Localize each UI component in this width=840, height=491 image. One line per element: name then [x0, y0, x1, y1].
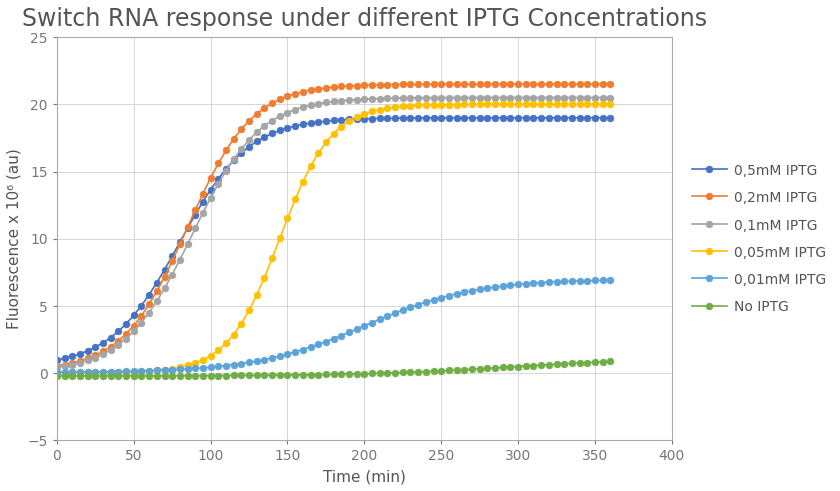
No IPTG — [328, 371, 339, 377]
0,2mM IPTG — [175, 242, 185, 247]
0,1mM IPTG — [528, 95, 538, 101]
No IPTG — [513, 363, 523, 369]
0,01mM IPTG — [528, 280, 538, 286]
No IPTG — [236, 373, 246, 379]
Line: 0,5mM IPTG: 0,5mM IPTG — [54, 114, 614, 363]
0,2mM IPTG — [52, 363, 62, 369]
0,05mM IPTG — [328, 131, 339, 136]
0,1mM IPTG — [175, 257, 185, 263]
0,01mM IPTG — [175, 366, 185, 372]
0,5mM IPTG — [328, 117, 339, 123]
0,1mM IPTG — [236, 146, 246, 152]
0,01mM IPTG — [328, 336, 339, 342]
No IPTG — [52, 373, 62, 379]
Legend: 0,5mM IPTG, 0,2mM IPTG, 0,1mM IPTG, 0,05mM IPTG, 0,01mM IPTG, No IPTG: 0,5mM IPTG, 0,2mM IPTG, 0,1mM IPTG, 0,05… — [685, 156, 832, 322]
0,1mM IPTG — [328, 99, 339, 105]
0,2mM IPTG — [528, 81, 538, 87]
X-axis label: Time (min): Time (min) — [323, 469, 406, 484]
Line: 0,2mM IPTG: 0,2mM IPTG — [54, 81, 614, 369]
0,5mM IPTG — [528, 115, 538, 121]
0,01mM IPTG — [552, 279, 562, 285]
Line: 0,1mM IPTG: 0,1mM IPTG — [54, 94, 614, 371]
0,05mM IPTG — [175, 364, 185, 370]
0,1mM IPTG — [552, 95, 562, 101]
0,5mM IPTG — [606, 115, 616, 121]
0,05mM IPTG — [513, 101, 523, 107]
0,5mM IPTG — [175, 239, 185, 245]
0,5mM IPTG — [52, 357, 62, 363]
0,2mM IPTG — [513, 81, 523, 87]
Line: 0,01mM IPTG: 0,01mM IPTG — [54, 277, 614, 376]
0,01mM IPTG — [513, 281, 523, 287]
0,01mM IPTG — [236, 360, 246, 366]
0,1mM IPTG — [52, 364, 62, 370]
0,2mM IPTG — [236, 126, 246, 132]
No IPTG — [528, 363, 538, 369]
0,2mM IPTG — [606, 81, 616, 87]
No IPTG — [606, 358, 616, 364]
0,2mM IPTG — [328, 84, 339, 90]
0,5mM IPTG — [236, 150, 246, 156]
0,05mM IPTG — [552, 101, 562, 107]
0,01mM IPTG — [606, 277, 616, 283]
0,05mM IPTG — [52, 370, 62, 376]
Title: Switch RNA response under different IPTG Concentrations: Switch RNA response under different IPTG… — [22, 7, 707, 31]
Line: 0,05mM IPTG: 0,05mM IPTG — [54, 101, 614, 376]
0,2mM IPTG — [552, 81, 562, 87]
0,5mM IPTG — [552, 115, 562, 121]
0,1mM IPTG — [606, 95, 616, 101]
No IPTG — [175, 373, 185, 379]
0,1mM IPTG — [513, 95, 523, 101]
Y-axis label: Fluorescence x 10⁶ (au): Fluorescence x 10⁶ (au) — [7, 148, 22, 329]
0,5mM IPTG — [513, 115, 523, 121]
0,05mM IPTG — [528, 101, 538, 107]
Line: No IPTG: No IPTG — [54, 358, 614, 380]
0,05mM IPTG — [606, 101, 616, 107]
0,01mM IPTG — [52, 369, 62, 375]
No IPTG — [552, 361, 562, 367]
0,05mM IPTG — [236, 321, 246, 327]
